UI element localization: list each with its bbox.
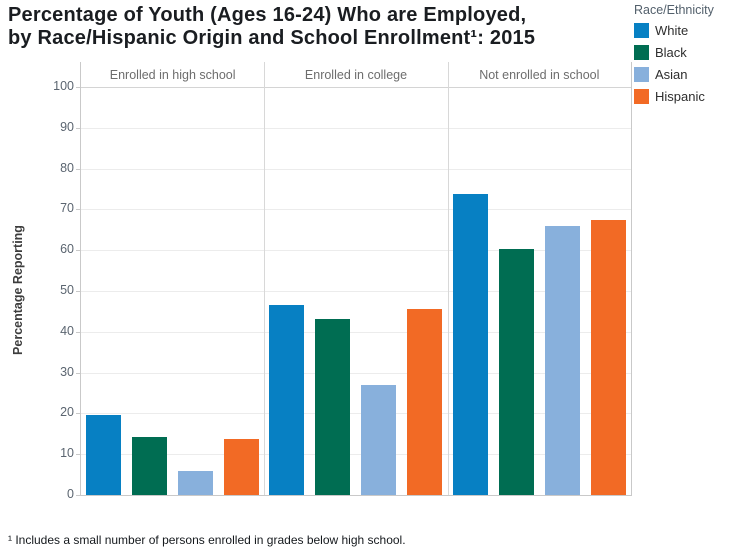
gridline-30 — [81, 372, 631, 374]
gridline-90 — [81, 127, 631, 129]
legend-item-hispanic: Hispanic — [634, 89, 740, 104]
y-tick-mark-100 — [76, 87, 80, 88]
y-tick-label-90: 90 — [60, 119, 74, 134]
gridline-40 — [81, 331, 631, 333]
panel-divider — [447, 62, 449, 495]
panel-not-enrolled-in-school — [448, 87, 631, 495]
legend-item-white: White — [634, 23, 740, 38]
y-tick-mark-80 — [76, 168, 80, 170]
chart-title-line2: by Race/Hispanic Origin and School Enrol… — [8, 27, 536, 49]
legend-swatch-asian-icon — [634, 67, 649, 82]
y-tick-label-70: 70 — [60, 201, 74, 216]
bar-hispanic-enrolled-in-college — [407, 308, 443, 495]
bar-white-not-enrolled-in-school — [452, 193, 488, 495]
bar-white-enrolled-in-high-school — [86, 415, 122, 495]
gridline-50 — [81, 291, 631, 292]
y-tick-mark-30 — [76, 372, 80, 374]
chart-frame: Enrolled in high school Enrolled in colle… — [80, 62, 632, 496]
footnotes: ¹ Includes a small number of persons enr… — [8, 500, 738, 556]
legend-label: Hispanic — [655, 89, 705, 104]
y-tick-mark-50 — [76, 291, 80, 292]
y-tick-mark-90 — [76, 127, 80, 129]
gridline-10 — [81, 454, 631, 456]
y-tick-mark-70 — [76, 209, 80, 211]
legend-swatch-black-icon — [634, 45, 649, 60]
legend-item-asian: Asian — [634, 67, 740, 82]
panel-header-enrolled-in-high-school: Enrolled in high school — [109, 67, 236, 82]
panel-enrolled-in-college — [264, 87, 447, 495]
y-tick-label-30: 30 — [60, 364, 74, 379]
y-tick-label-40: 40 — [60, 323, 74, 338]
y-tick-mark-60 — [76, 250, 80, 252]
y-tick-label-100: 100 — [53, 79, 74, 93]
panel-header-not-enrolled-in-school: Not enrolled in school — [479, 67, 600, 82]
y-axis-title: Percentage Reporting — [11, 225, 25, 355]
footnote-text: ¹ Includes a small number of persons enr… — [8, 533, 406, 547]
bar-black-enrolled-in-high-school — [132, 436, 168, 495]
chart-title: Percentage of Youth (Ages 16-24) Who are… — [8, 4, 633, 50]
panel-enrolled-in-high-school — [81, 87, 264, 495]
y-tick-mark-0 — [76, 495, 80, 496]
gridline-70 — [81, 209, 631, 211]
legend-swatch-hispanic-icon — [634, 89, 649, 104]
bar-asian-enrolled-in-high-school — [178, 471, 214, 495]
legend: Race/Ethnicity White Black Asian Hispanic — [634, 3, 740, 111]
bar-black-enrolled-in-college — [315, 318, 351, 495]
panel-divider — [264, 62, 266, 495]
legend-item-black: Black — [634, 45, 740, 60]
bar-white-enrolled-in-college — [269, 304, 305, 495]
y-tick-label-0: 0 — [67, 487, 74, 501]
y-tick-mark-20 — [76, 413, 80, 415]
legend-label: Asian — [655, 67, 688, 82]
chart-title-line1: Percentage of Youth (Ages 16-24) Who are… — [8, 4, 527, 26]
y-tick-label-20: 20 — [60, 405, 74, 420]
bar-black-not-enrolled-in-school — [498, 248, 534, 495]
panel-header-enrolled-in-college: Enrolled in college — [304, 67, 408, 82]
y-tick-label-80: 80 — [60, 160, 74, 175]
y-tick-label-10: 10 — [60, 446, 74, 461]
bar-hispanic-enrolled-in-high-school — [224, 438, 260, 495]
gridline-60 — [81, 250, 631, 252]
y-tick-mark-10 — [76, 454, 80, 456]
header-separator-line — [81, 87, 631, 88]
bar-hispanic-not-enrolled-in-school — [590, 219, 626, 495]
gridline-20 — [81, 413, 631, 415]
y-tick-label-50: 50 — [60, 283, 74, 297]
bar-asian-enrolled-in-college — [361, 384, 397, 495]
legend-label: White — [655, 23, 689, 38]
legend-swatch-white-icon — [634, 23, 649, 38]
legend-label: Black — [655, 45, 687, 60]
y-tick-label-60: 60 — [60, 242, 74, 257]
legend-title: Race/Ethnicity — [634, 3, 714, 17]
bar-asian-not-enrolled-in-school — [544, 225, 580, 495]
gridline-80 — [81, 168, 631, 170]
y-tick-mark-40 — [76, 331, 80, 333]
legend-items: White Black Asian Hispanic — [634, 23, 740, 104]
